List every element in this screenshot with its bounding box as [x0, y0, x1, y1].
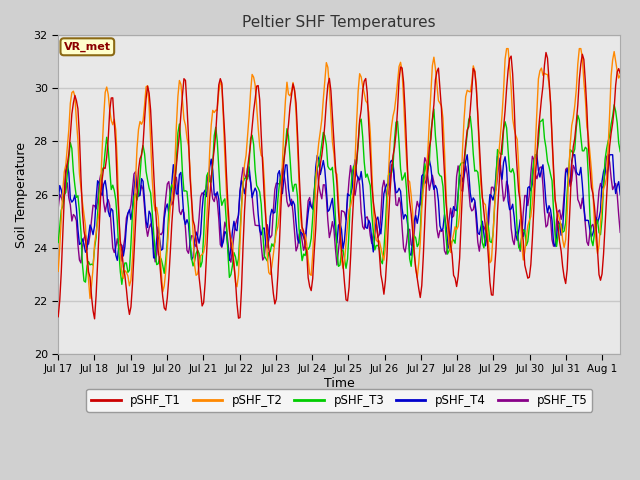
pSHF_T4 [125, 207, 133, 213]
Line: pSHF_T3: pSHF_T3 [58, 105, 620, 284]
pSHF_T1 [54, 314, 62, 320]
pSHF_T1 [468, 87, 476, 93]
pSHF_T4 [147, 211, 154, 217]
pSHF_T1 [91, 316, 99, 322]
pSHF_T5 [333, 262, 340, 268]
pSHF_T5 [342, 216, 350, 222]
Text: VR_met: VR_met [64, 42, 111, 52]
Line: pSHF_T5: pSHF_T5 [58, 155, 620, 265]
Y-axis label: Soil Temperature: Soil Temperature [15, 142, 28, 248]
Title: Peltier SHF Temperatures: Peltier SHF Temperatures [243, 15, 436, 30]
pSHF_T2 [245, 113, 253, 119]
pSHF_T1 [127, 304, 135, 310]
pSHF_T1 [607, 130, 615, 136]
pSHF_T2 [127, 277, 135, 283]
pSHF_T3 [118, 281, 125, 287]
pSHF_T3 [616, 149, 624, 155]
Line: pSHF_T4: pSHF_T4 [58, 155, 620, 261]
pSHF_T3 [606, 133, 614, 139]
pSHF_T2 [468, 80, 476, 86]
Line: pSHF_T2: pSHF_T2 [58, 48, 620, 299]
pSHF_T2 [607, 73, 615, 79]
pSHF_T5 [468, 208, 476, 214]
pSHF_T3 [54, 240, 62, 245]
pSHF_T5 [147, 221, 154, 227]
pSHF_T2 [503, 46, 511, 51]
pSHF_T2 [616, 72, 624, 78]
pSHF_T4 [469, 195, 477, 201]
X-axis label: Time: Time [324, 377, 355, 390]
pSHF_T3 [342, 265, 350, 271]
pSHF_T2 [54, 268, 62, 274]
pSHF_T1 [148, 138, 156, 144]
pSHF_T4 [225, 258, 233, 264]
pSHF_T4 [54, 199, 62, 205]
pSHF_T5 [244, 174, 252, 180]
pSHF_T3 [468, 128, 476, 133]
pSHF_T5 [604, 152, 612, 157]
Legend: pSHF_T1, pSHF_T2, pSHF_T3, pSHF_T4, pSHF_T5: pSHF_T1, pSHF_T2, pSHF_T3, pSHF_T4, pSHF… [86, 389, 592, 411]
pSHF_T4 [616, 192, 624, 197]
pSHF_T5 [616, 229, 624, 235]
pSHF_T4 [245, 164, 253, 170]
pSHF_T4 [342, 218, 350, 224]
pSHF_T1 [342, 297, 350, 303]
pSHF_T3 [148, 208, 156, 214]
pSHF_T1 [616, 71, 624, 76]
pSHF_T2 [342, 240, 350, 246]
pSHF_T1 [245, 153, 253, 158]
pSHF_T5 [125, 209, 133, 215]
Line: pSHF_T1: pSHF_T1 [58, 52, 620, 319]
pSHF_T4 [463, 152, 471, 157]
pSHF_T3 [245, 162, 253, 168]
pSHF_T2 [148, 175, 156, 181]
pSHF_T2 [86, 296, 94, 301]
pSHF_T5 [607, 175, 615, 180]
pSHF_T5 [54, 205, 62, 211]
pSHF_T1 [542, 49, 550, 55]
pSHF_T3 [611, 102, 618, 108]
pSHF_T3 [127, 241, 135, 247]
pSHF_T4 [607, 152, 615, 157]
